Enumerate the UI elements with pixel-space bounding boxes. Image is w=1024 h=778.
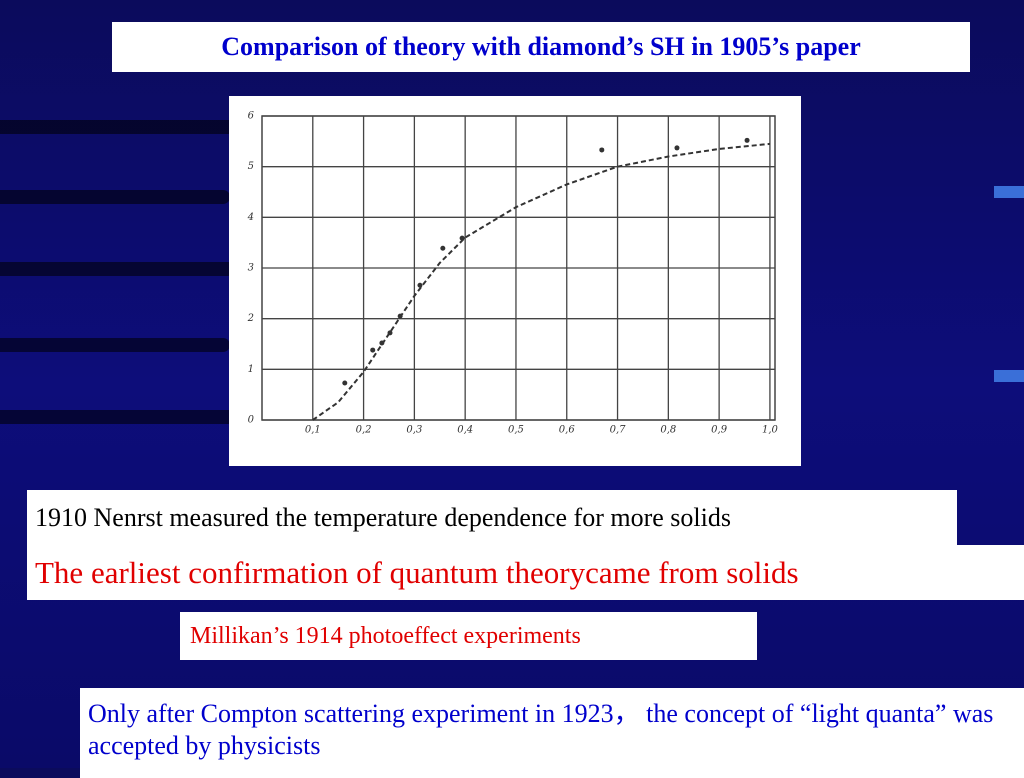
y-tick-label: 6	[248, 111, 255, 122]
x-tick-label: 0,3	[406, 425, 422, 436]
x-tick-label: 0,2	[356, 425, 372, 436]
stripe	[0, 190, 230, 204]
x-tick-label: 1,0	[762, 425, 779, 436]
title: Comparison of theory with diamond’s SH i…	[112, 22, 970, 72]
x-tick-label: 0,5	[508, 425, 524, 436]
data-point	[674, 145, 680, 151]
chart: 0 1 2 3 4 5 6 0,1 0,2 0,3 0,4 0,5 0,6 0,7 0,8 0,9 1,0	[229, 96, 801, 466]
data-point	[599, 147, 605, 153]
x-tick-label: 0,8	[660, 425, 676, 436]
data-point	[417, 282, 423, 288]
data-point	[370, 347, 376, 353]
y-tick-label: 5	[248, 161, 254, 172]
y-tick-label: 4	[247, 212, 254, 223]
y-tick-label: 0	[248, 415, 255, 426]
stripe	[0, 338, 230, 352]
x-tick-label: 0,7	[610, 425, 627, 436]
data-point	[459, 235, 465, 241]
data-point	[744, 137, 750, 143]
stripe	[0, 120, 240, 134]
data-point	[387, 330, 393, 336]
data-point	[440, 245, 446, 251]
note: Millikan’s 1914 photoeffect experiments	[180, 612, 757, 660]
y-tick-label: 1	[248, 364, 254, 375]
stripe	[0, 410, 240, 424]
note: The earliest confirmation of quantum the…	[27, 545, 1024, 600]
y-tick-label: 2	[247, 313, 254, 324]
decoration	[994, 186, 1024, 198]
data-point	[342, 380, 348, 386]
x-tick-label: 0,4	[457, 425, 473, 436]
x-tick-label: 0,1	[305, 425, 321, 436]
x-tick-label: 0,6	[559, 425, 576, 436]
data-point	[397, 313, 403, 319]
x-tick-label: 0,9	[711, 425, 728, 436]
data-point	[379, 340, 385, 346]
theory-curve	[312, 142, 771, 421]
decoration	[994, 370, 1024, 382]
stripe	[0, 262, 235, 276]
y-tick-label: 3	[248, 263, 254, 274]
note: 1910 Nenrst measured the temperature dep…	[27, 490, 957, 545]
note: Only after Compton scattering experiment…	[80, 688, 1024, 778]
